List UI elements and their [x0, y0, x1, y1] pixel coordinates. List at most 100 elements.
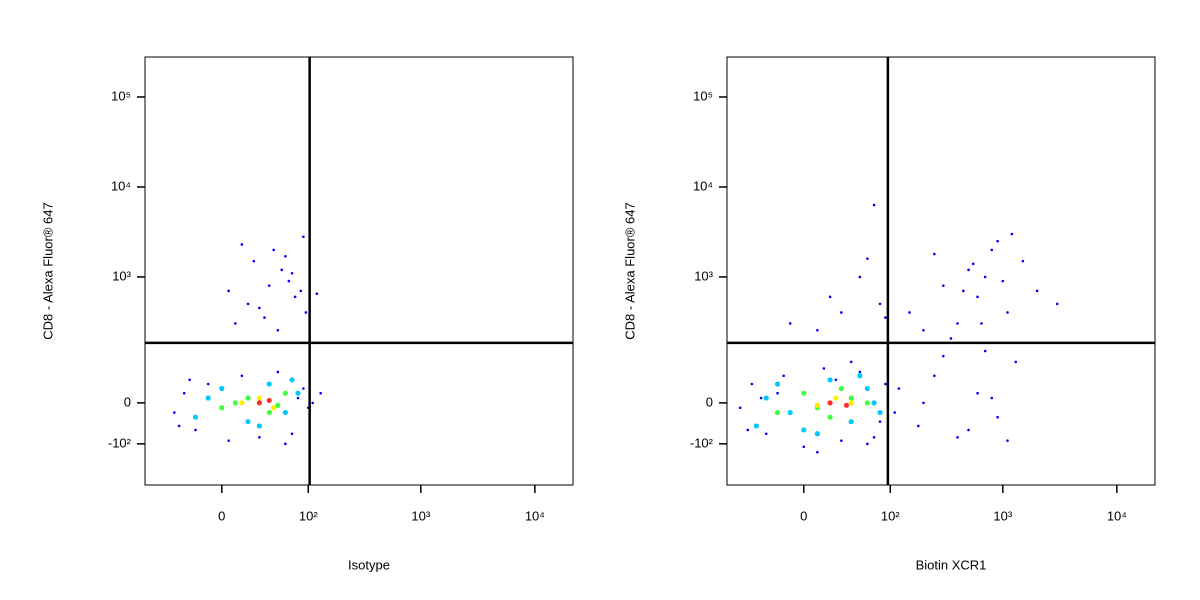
event-dot [827, 400, 833, 406]
event-dot [858, 275, 862, 279]
event-dot [956, 436, 959, 439]
event-dot [787, 409, 793, 416]
event-dot [738, 406, 742, 410]
event-dot [219, 385, 225, 392]
event-dot [774, 381, 781, 387]
event-dot [1006, 311, 1009, 314]
event-dot [980, 322, 983, 325]
event-dot [245, 419, 251, 425]
event-dot [258, 436, 261, 439]
event-dot [295, 390, 301, 396]
event-dot [763, 395, 769, 401]
x-axis-label: Biotin XCR1 [916, 557, 987, 572]
event-dot [205, 395, 211, 401]
event-dot [246, 302, 250, 306]
event-dot [275, 402, 281, 408]
event-dot [871, 400, 877, 406]
event-dot [802, 445, 806, 449]
event-dot [983, 349, 987, 353]
x-axis-label: Isotype [348, 557, 390, 572]
y-tick-label: 10³ [112, 268, 131, 283]
y-axis-label: CD8 - Alexa Fluor® 647 [40, 202, 55, 339]
event-dot [256, 400, 262, 406]
y-tick-label: -10² [690, 435, 714, 450]
event-dot [843, 402, 850, 408]
event-dot [1021, 259, 1025, 263]
event-dot [922, 401, 925, 405]
event-dot [280, 268, 284, 272]
event-dot [290, 432, 294, 436]
event-dot [814, 402, 820, 408]
event-dot [282, 390, 288, 396]
event-dot [263, 316, 266, 319]
event-dot [996, 415, 999, 419]
event-dot [1035, 289, 1039, 293]
x-tick-label: 10³ [993, 508, 1012, 523]
event-dot [838, 385, 844, 392]
event-dot [764, 432, 768, 436]
event-dot [234, 322, 237, 325]
y-tick-label: 10⁴ [693, 178, 713, 193]
event-dot [256, 395, 262, 401]
event-dot [252, 259, 256, 263]
event-dot [897, 387, 901, 390]
event-dot [287, 279, 291, 283]
plot-frame [144, 56, 574, 486]
event-dot [976, 391, 979, 395]
event-dot [258, 306, 261, 310]
event-dot [267, 284, 271, 287]
event-dot [878, 302, 882, 306]
event-dot [240, 243, 244, 246]
event-dot [942, 284, 945, 287]
event-dot [893, 411, 897, 414]
event-dot [971, 262, 975, 266]
event-dot [983, 275, 987, 279]
event-dot [827, 377, 833, 383]
event-dot [1010, 232, 1014, 236]
event-dot [990, 396, 994, 400]
event-dot [976, 295, 979, 299]
event-dot [1001, 279, 1005, 283]
event-dot [848, 400, 854, 406]
y-tick-label: 0 [706, 394, 713, 409]
event-dot [245, 395, 251, 401]
event-dot [239, 400, 245, 406]
event-dot [878, 420, 882, 423]
event-dot [857, 373, 863, 379]
y-tick-label: 0 [124, 394, 131, 409]
event-dot [827, 414, 833, 420]
event-dot [266, 381, 272, 387]
event-dot [289, 377, 295, 383]
event-dot [776, 391, 779, 395]
event-dot [949, 337, 953, 340]
event-dot [284, 254, 287, 258]
y-axis-label: CD8 - Alexa Fluor® 647 [622, 202, 637, 339]
event-dot [284, 442, 287, 446]
event-dot [194, 428, 197, 432]
event-dot [866, 257, 869, 260]
event-dot [848, 395, 854, 401]
event-dot [299, 289, 303, 293]
event-dot [206, 382, 210, 386]
event-dot [266, 409, 272, 416]
event-dot [801, 390, 807, 396]
event-dot [759, 396, 763, 400]
event-dot [173, 411, 176, 414]
event-dot [753, 423, 759, 429]
x-tick-label: 10⁴ [525, 508, 545, 523]
event-dot [272, 248, 275, 252]
event-dot [872, 436, 876, 439]
event-dot [877, 409, 883, 416]
event-dot [219, 405, 225, 411]
event-dot [746, 428, 750, 432]
event-dot [302, 235, 305, 239]
event-dot [917, 424, 920, 428]
event-dot [750, 382, 754, 386]
event-dot [990, 248, 994, 252]
event-dot [304, 311, 308, 314]
event-dot [801, 427, 807, 433]
event-dot [319, 391, 322, 395]
event-dot [922, 328, 925, 332]
event-dot [282, 409, 288, 416]
event-dot [192, 414, 199, 420]
